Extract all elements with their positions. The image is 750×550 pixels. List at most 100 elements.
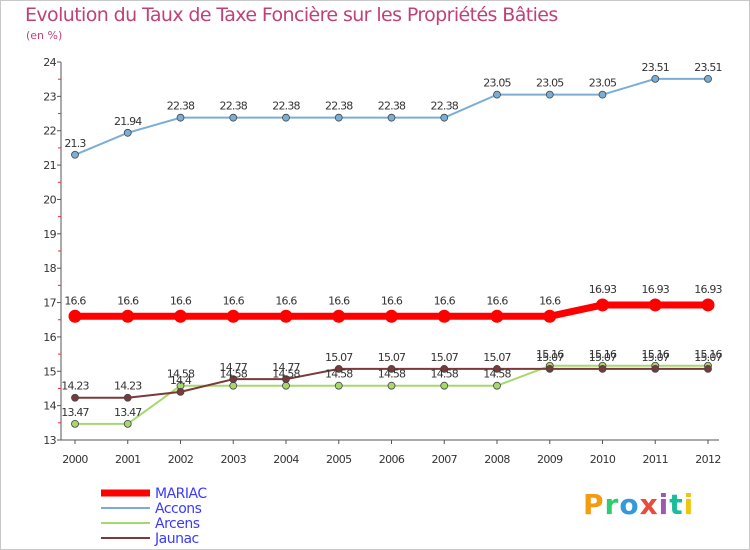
data-label-mariac: 16.93 — [589, 283, 617, 296]
y-tick-label: 17 — [43, 297, 56, 310]
data-label-mariac: 16.6 — [328, 294, 350, 307]
data-label-jaunac: 15.07 — [536, 351, 564, 364]
data-label-mariac: 16.6 — [275, 294, 297, 307]
data-point-mariac — [648, 298, 662, 312]
data-point-jaunac — [387, 364, 396, 373]
data-point-arcens — [229, 381, 238, 390]
data-label-jaunac: 15.07 — [325, 351, 353, 364]
data-point-accons — [493, 90, 501, 99]
data-label-mariac: 16.93 — [642, 283, 670, 296]
x-tick-label: 2010 — [590, 453, 616, 466]
data-label-accons: 23.51 — [642, 61, 670, 74]
data-label-accons: 23.05 — [589, 77, 617, 90]
y-tick-label: 24 — [43, 56, 56, 69]
data-point-arcens — [71, 419, 79, 428]
data-label-arcens: 13.47 — [114, 406, 142, 419]
data-label-arcens: 14.58 — [431, 368, 459, 381]
data-point-mariac — [385, 309, 398, 323]
data-point-accons — [334, 113, 343, 122]
y-tick-label: 15 — [43, 365, 56, 378]
data-label-arcens: 15.16 — [642, 348, 670, 361]
data-label-arcens: 13.47 — [61, 406, 89, 419]
data-point-mariac — [437, 309, 451, 323]
x-tick-label: 2011 — [642, 453, 668, 466]
data-label-mariac: 16.93 — [694, 283, 722, 296]
y-tick-label: 23 — [43, 90, 56, 103]
x-tick-label: 2012 — [695, 453, 721, 466]
data-label-mariac: 16.6 — [223, 294, 245, 307]
chart-subtitle: (en %) — [26, 29, 63, 42]
data-point-mariac — [543, 309, 557, 323]
x-tick-label: 2006 — [379, 453, 405, 466]
data-point-accons — [545, 90, 554, 99]
data-point-accons — [440, 113, 449, 122]
data-label-mariac: 16.6 — [539, 294, 561, 307]
data-label-mariac: 16.6 — [64, 294, 86, 307]
data-point-arcens — [282, 381, 290, 390]
data-point-accons — [229, 113, 238, 122]
data-label-arcens: 15.16 — [694, 348, 722, 361]
y-tick-label: 21 — [43, 159, 56, 172]
logo-letter: i — [683, 488, 695, 521]
data-point-mariac — [701, 298, 715, 312]
data-point-mariac — [279, 309, 293, 323]
data-label-mariac: 16.6 — [381, 294, 403, 307]
data-point-mariac — [596, 298, 609, 312]
data-label-jaunac: 15.07 — [642, 351, 670, 364]
data-point-jaunac — [493, 364, 501, 373]
logo-letter: P — [583, 488, 605, 521]
data-point-arcens — [123, 419, 132, 428]
logo-letter: x — [639, 488, 659, 521]
data-label-arcens: 14.58 — [325, 368, 353, 381]
data-point-arcens — [334, 381, 343, 390]
logo-letter: o — [619, 488, 640, 521]
data-label-jaunac: 14.77 — [272, 361, 300, 374]
data-point-jaunac — [71, 393, 79, 402]
data-label-mariac: 16.6 — [486, 294, 508, 307]
y-tick-label: 19 — [43, 228, 56, 241]
data-label-accons: 22.38 — [220, 100, 248, 113]
data-labels: 16.6 16.6 16.6 16.6 16.6 16.6 16.6 16.6 16.6 16.6… — [61, 61, 723, 419]
legend-label-accons: Accons — [155, 501, 202, 517]
data-point-mariac — [121, 309, 135, 323]
data-label-mariac: 16.6 — [170, 294, 192, 307]
axes: 13 14 15 16 17 18 19 20 21 22 23 24 2000 2001 2002 2003… — [43, 56, 721, 466]
x-tick-label: 2009 — [537, 453, 563, 466]
x-tick-label: 2001 — [115, 453, 141, 466]
data-label-jaunac: 15.07 — [694, 351, 722, 364]
data-point-jaunac — [545, 364, 554, 373]
logo-letter: r — [604, 488, 620, 521]
data-point-accons — [387, 113, 396, 122]
data-label-jaunac: 15.07 — [378, 351, 406, 364]
data-label-arcens: 15.16 — [589, 348, 617, 361]
data-label-jaunac: 14.23 — [114, 380, 142, 393]
data-point-mariac — [174, 309, 187, 323]
proxiti-logo: Proxiti — [583, 488, 694, 521]
data-point-jaunac — [598, 364, 607, 373]
data-label-jaunac: 14.77 — [220, 361, 248, 374]
data-label-arcens: 14.58 — [220, 368, 248, 381]
data-label-accons: 22.38 — [325, 100, 353, 113]
series-points — [68, 74, 715, 428]
data-point-mariac — [68, 309, 82, 323]
data-point-jaunac — [651, 364, 660, 373]
data-point-accons — [282, 113, 290, 122]
data-point-accons — [704, 74, 712, 83]
data-point-mariac — [490, 309, 504, 323]
x-tick-label: 2005 — [326, 453, 352, 466]
x-tick-label: 2000 — [62, 453, 88, 466]
data-point-arcens — [493, 381, 501, 390]
x-tick-label: 2008 — [484, 453, 510, 466]
data-point-accons — [598, 90, 607, 99]
data-point-jaunac — [229, 375, 238, 384]
data-point-jaunac — [704, 364, 712, 373]
y-tick-label: 16 — [43, 331, 56, 344]
data-point-jaunac — [176, 387, 185, 396]
data-label-jaunac: 15.07 — [589, 351, 617, 364]
data-point-arcens — [387, 381, 396, 390]
data-label-arcens: 14.58 — [167, 368, 195, 381]
data-label-accons: 23.05 — [536, 77, 564, 90]
data-point-jaunac — [282, 375, 290, 384]
